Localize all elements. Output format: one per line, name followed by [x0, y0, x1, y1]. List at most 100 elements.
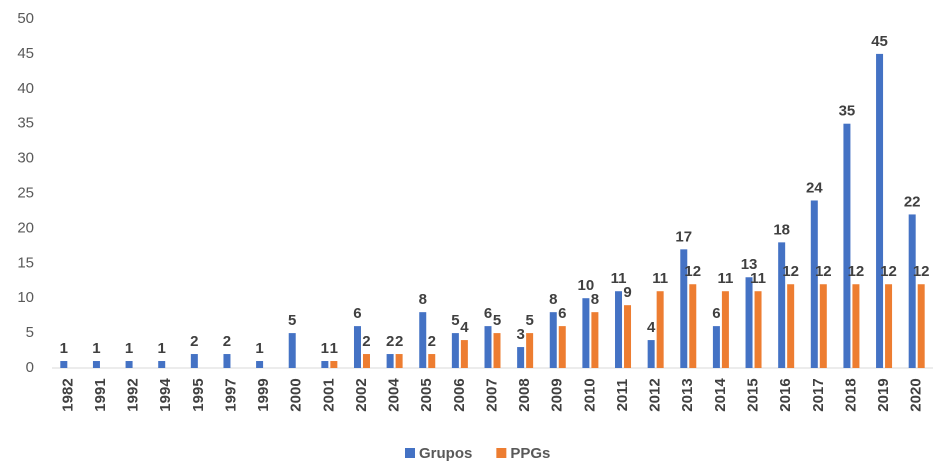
bar: [876, 53, 884, 369]
x-tick-label: 2004: [386, 378, 403, 412]
value-label: 1: [60, 340, 68, 357]
x-tick-label: 2000: [288, 378, 305, 411]
value-label: 45: [871, 33, 888, 50]
bar: [386, 354, 394, 368]
value-label: 22: [904, 193, 921, 210]
y-tick-label: 50: [17, 10, 34, 27]
value-label: 24: [806, 179, 823, 196]
value-label: 12: [880, 263, 897, 280]
value-label: 6: [558, 305, 566, 322]
value-label: 6: [484, 305, 492, 322]
value-label: 6: [712, 305, 720, 322]
x-tick-label: 2010: [581, 378, 598, 411]
bar: [819, 284, 827, 368]
x-tick-label: 2006: [451, 378, 468, 411]
bar: [223, 354, 231, 368]
bar: [419, 312, 427, 368]
bar: [721, 291, 729, 368]
bar: [395, 354, 403, 368]
bar: [810, 200, 818, 368]
value-label: 6: [353, 305, 361, 322]
bar: [353, 326, 361, 368]
bar: [526, 333, 534, 368]
bar: [158, 361, 166, 368]
bar: [517, 347, 525, 368]
legend-label: Grupos: [419, 445, 472, 462]
legend-swatch: [405, 448, 415, 458]
x-tick-label: 2007: [483, 378, 500, 411]
value-label: 35: [839, 103, 856, 120]
value-label: 11: [717, 270, 733, 287]
bar: [125, 361, 133, 368]
bar: [624, 305, 632, 368]
bar: [60, 361, 68, 368]
value-label: 13: [741, 256, 758, 273]
bar: [745, 277, 753, 368]
x-tick-label: 2005: [418, 378, 435, 411]
value-label: 8: [591, 291, 599, 308]
value-label: 3: [516, 326, 524, 343]
value-label: 1: [330, 340, 338, 357]
legend-swatch: [496, 448, 507, 458]
value-label: 2: [395, 333, 403, 350]
bar: [754, 291, 762, 368]
bar: [428, 354, 436, 368]
value-label: 1: [92, 340, 100, 357]
bar: [656, 291, 664, 368]
y-tick-label: 10: [17, 289, 34, 306]
x-tick-label: 1995: [190, 378, 207, 411]
value-label: 5: [525, 312, 533, 329]
bar: [460, 340, 468, 368]
value-label: 5: [451, 312, 459, 329]
bar: [549, 312, 557, 368]
bar: [582, 298, 590, 368]
value-label: 12: [848, 263, 865, 280]
y-tick-label: 15: [17, 254, 34, 271]
bar: [908, 214, 916, 368]
x-tick-label: 2014: [712, 378, 729, 412]
value-label: 2: [223, 333, 231, 350]
bar: [647, 340, 655, 368]
value-label: 2: [190, 333, 198, 350]
x-tick-label: 2009: [549, 378, 566, 411]
value-label: 2: [428, 333, 436, 350]
bar: [787, 284, 795, 368]
bar: [778, 242, 786, 368]
x-tick-label: 1982: [59, 378, 76, 411]
bar: [712, 326, 720, 368]
x-tick-label: 2008: [516, 378, 533, 411]
x-tick-label: 2018: [842, 378, 859, 411]
value-label: 11: [652, 270, 668, 287]
value-label: 2: [362, 333, 370, 350]
y-tick-label: 20: [17, 219, 34, 236]
value-label: 11: [611, 270, 627, 287]
value-label: 8: [549, 291, 557, 308]
y-tick-label: 45: [17, 45, 34, 62]
x-tick-label: 2013: [679, 378, 696, 411]
value-label: 8: [419, 291, 427, 308]
value-label: 5: [493, 312, 501, 329]
bar: [190, 354, 198, 368]
bar: [917, 284, 925, 368]
value-label: 12: [913, 263, 930, 280]
x-tick-label: 2001: [320, 378, 337, 411]
bar: [92, 361, 100, 368]
value-label: 5: [288, 312, 296, 329]
x-tick-label: 2015: [745, 378, 762, 411]
x-tick-label: 2016: [777, 378, 794, 411]
x-tick-label: 2002: [353, 378, 370, 411]
bar: [288, 333, 296, 368]
y-tick-label: 30: [17, 150, 34, 167]
x-tick-label: 1994: [157, 378, 174, 412]
bar: [330, 361, 338, 368]
bar: [885, 284, 893, 368]
value-label: 10: [578, 277, 595, 294]
bar: [680, 249, 688, 368]
x-tick-label: 2012: [647, 378, 664, 411]
x-tick-label: 1991: [92, 378, 109, 411]
y-tick-label: 35: [17, 115, 34, 132]
value-label: 18: [773, 221, 790, 238]
bar: [451, 333, 459, 368]
bar: [852, 284, 860, 368]
